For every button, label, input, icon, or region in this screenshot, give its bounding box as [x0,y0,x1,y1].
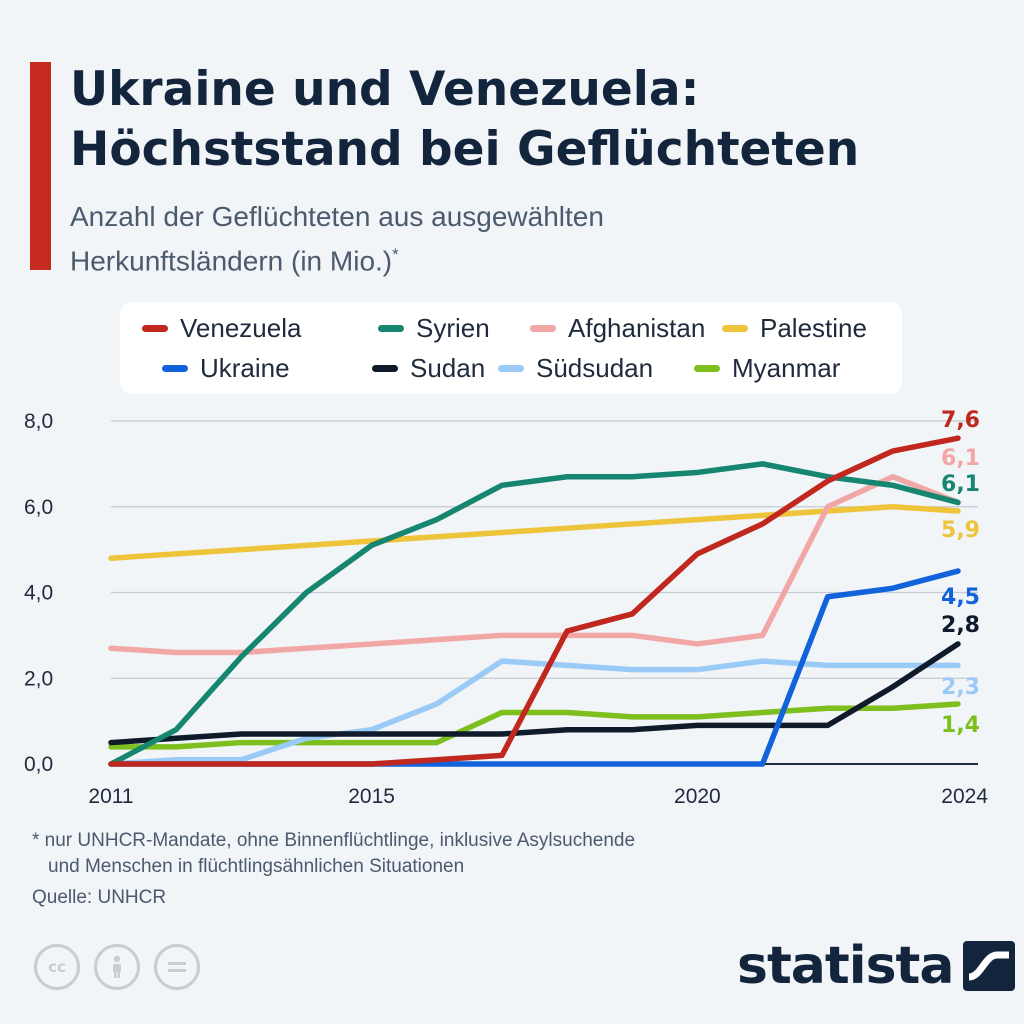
end-value-label: 5,9 [941,518,980,543]
legend-label: Myanmar [732,352,841,383]
chart-subtitle-line-1: Anzahl der Geflüchteten aus ausgewählten [70,201,604,232]
legend-label: Syrien [416,312,490,343]
x-tick-label: 2011 [88,785,133,808]
end-value-label: 6,1 [941,446,980,471]
end-value-label: 6,1 [941,472,980,497]
end-value-label: 1,4 [941,713,980,738]
legend-label: Ukraine [200,352,290,383]
legend-swatch [162,364,188,372]
legend-item: Venezuela [142,310,301,346]
person-icon[interactable] [94,944,140,990]
legend-label: Sudan [410,352,486,383]
y-tick-label: 8,0 [24,410,53,433]
series-line-syrien [108,461,961,767]
legend-swatch [372,364,398,372]
legend-label: Südsudan [536,352,654,383]
footnote-line-1: * nur UNHCR-Mandate, ohne Binnenflüchtli… [32,830,636,851]
footnote-mark: * [392,245,399,264]
legend-label: Venezuela [180,312,302,343]
legend-swatch [378,324,404,332]
y-tick-label: 6,0 [24,496,53,519]
legend-item: Ukraine [162,350,290,386]
accent-bar [30,62,51,270]
chart-subtitle-line-2: Herkunftsländern (in Mio.) [70,245,393,277]
footnote: * nur UNHCR-Mandate, ohne Binnenflüchtli… [32,828,792,880]
equals-icon[interactable] [154,944,200,990]
series-line-myanmar [108,701,961,750]
legend-label: Palestine [760,312,867,343]
legend-label: Afghanistan [568,312,706,343]
source-label: Quelle: UNHCR [32,887,167,908]
chart-title-line-1: Ukraine und Venezuela: [70,62,700,117]
statista-mark-icon [963,941,1016,991]
series-line-palestine [108,504,961,561]
series-line-südsudan [108,658,961,767]
y-tick-label: 4,0 [24,582,53,605]
license-icons: cc [34,944,200,990]
legend-item: Südsudan [498,350,653,386]
x-tick-label: 2020 [674,785,721,808]
legend-swatch [530,324,556,332]
series-line-venezuela [108,435,961,767]
y-tick-label: 2,0 [24,667,53,690]
legend-item: Myanmar [694,350,840,386]
legend-swatch [722,324,748,332]
series-line-sudan [108,641,961,746]
end-value-label: 2,3 [941,675,980,700]
legend-swatch [142,324,168,332]
legend-item: Sudan [372,350,485,386]
legend-item: Afghanistan [530,310,705,346]
cc-icon[interactable]: cc [34,944,80,990]
chart-subtitle: Anzahl der Geflüchteten aus ausgewählten… [70,198,970,280]
x-tick-label: 2015 [348,785,395,808]
end-value-label: 7,6 [941,408,980,433]
chart-title-line-2: Höchststand bei Geflüchteten [70,122,860,177]
legend-swatch [694,364,720,372]
end-value-label: 2,8 [941,613,980,638]
y-tick-label: 0,0 [24,753,53,776]
legend-swatch [498,364,524,372]
x-tick-label: 2024 [941,785,988,808]
legend-item: Palestine [722,310,867,346]
series-line-afghanistan [108,473,961,656]
statista-wordmark: statista [737,936,954,996]
end-value-label: 4,5 [941,585,980,610]
footnote-line-2: und Menschen in flüchtlingsähnlichen Sit… [48,856,465,877]
chart-legend: Venezuela Syrien Afghanistan Palestine Ukrai… [120,302,902,394]
chart-title: Ukraine und Venezuela: Höchststand bei G… [70,60,990,180]
legend-item: Syrien [378,310,490,346]
statista-logo[interactable]: statista [737,936,1016,996]
